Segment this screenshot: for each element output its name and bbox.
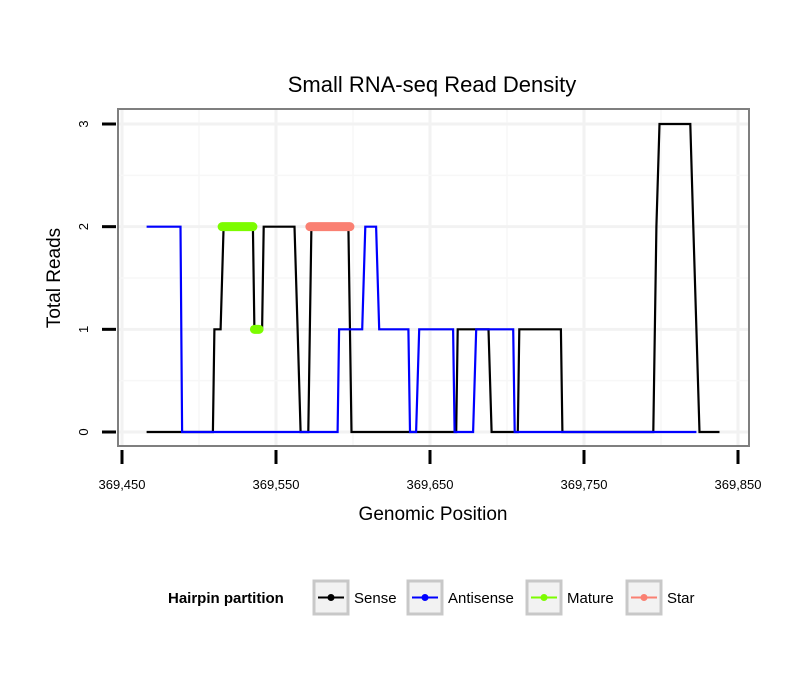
legend-key-dot bbox=[421, 594, 429, 601]
legend: Hairpin partition Sense Antisense Mature St… bbox=[168, 579, 695, 616]
legend-key-dot bbox=[640, 594, 648, 601]
legend-key-dot bbox=[540, 594, 548, 601]
legend-title: Hairpin partition bbox=[168, 590, 284, 607]
legend-entry-star: Star bbox=[625, 579, 695, 616]
legend-label: Mature bbox=[567, 590, 614, 607]
legend-entry-antisense: Antisense bbox=[406, 579, 514, 616]
x-tick-label: 369,650 bbox=[407, 477, 454, 492]
legend-label: Antisense bbox=[448, 590, 514, 607]
axes: 369,450 369,550 369,650 369,750 369,850 0 1 2 3 bbox=[76, 120, 762, 492]
legend-label: Star bbox=[667, 590, 695, 607]
legend-key-dot bbox=[327, 594, 335, 601]
legend-entry-sense: Sense bbox=[312, 579, 397, 616]
series-line-sense bbox=[146, 122, 720, 434]
legend-label: Sense bbox=[354, 590, 397, 607]
y-tick-label: 3 bbox=[76, 120, 91, 127]
y-tick-label: 2 bbox=[76, 223, 91, 230]
x-tick-label: 369,450 bbox=[99, 477, 146, 492]
x-axis-title: Genomic Position bbox=[359, 504, 508, 525]
series-line-antisense bbox=[146, 225, 697, 434]
y-axis-title: Total Reads bbox=[44, 228, 65, 328]
legend-entry-mature: Mature bbox=[525, 579, 614, 616]
x-tick-label: 369,850 bbox=[715, 477, 762, 492]
series-layer bbox=[146, 122, 720, 434]
legend-entries: Sense Antisense Mature Star bbox=[312, 579, 695, 616]
y-tick-label: 1 bbox=[76, 326, 91, 333]
y-tick-label: 0 bbox=[76, 428, 91, 435]
x-tick-label: 369,750 bbox=[561, 477, 608, 492]
x-tick-label: 369,550 bbox=[253, 477, 300, 492]
chart-title: Small RNA-seq Read Density bbox=[288, 72, 577, 97]
